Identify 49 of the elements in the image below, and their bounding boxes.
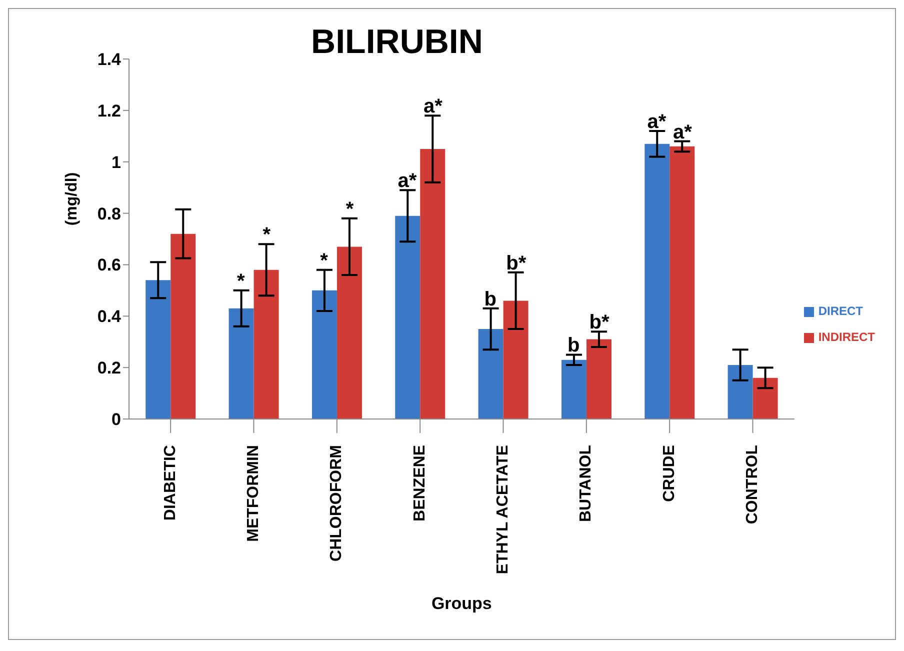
y-tick-label: 0.6: [97, 256, 121, 275]
y-tick-label: 1.2: [97, 101, 121, 120]
x-tick-label: CHLOROFORM: [328, 445, 346, 562]
annotation: *: [346, 198, 354, 220]
y-tick-label: 0.8: [97, 204, 121, 224]
annotation: a*: [398, 170, 417, 192]
x-tick-label: ETHYL ACETATE: [494, 444, 512, 574]
bar: [336, 246, 362, 419]
y-tick-label: 1.4: [97, 50, 122, 70]
bar: [478, 329, 504, 419]
annotation: a*: [672, 121, 692, 144]
bar: [395, 216, 420, 419]
annotation: b: [567, 334, 580, 357]
bar: [146, 280, 171, 419]
bar: [420, 149, 446, 419]
chart-title: BILIRUBIN: [311, 23, 483, 61]
annotation: *: [320, 250, 328, 272]
x-tick-label: CONTROL: [744, 444, 761, 524]
bar: [254, 270, 279, 419]
annotation: b*: [506, 252, 526, 274]
bar: [170, 234, 196, 419]
bar: [586, 339, 612, 419]
x-tick-label: BUTANOL: [578, 444, 595, 522]
y-tick-label: 1: [112, 152, 121, 172]
bar: [312, 290, 337, 419]
y-tick-label: 0.2: [97, 358, 121, 378]
bar: [561, 360, 586, 419]
x-tick-label: BENZENE: [411, 444, 428, 522]
x-tick-label: CRUDE: [660, 444, 678, 502]
annotation: *: [262, 224, 271, 246]
bar: [752, 378, 778, 419]
y-tick-label: 0: [112, 410, 121, 430]
legend-label: INDIRECT: [818, 330, 875, 344]
bar: [228, 308, 254, 419]
bar: [670, 146, 695, 419]
legend-label: DIRECT: [818, 304, 863, 318]
annotation: a*: [423, 96, 443, 118]
bar: [503, 300, 528, 419]
y-tick-label: 0.4: [97, 307, 122, 326]
x-tick-label: DIABETIC: [162, 444, 179, 521]
annotation: a*: [647, 111, 666, 133]
bar: [728, 365, 753, 419]
x-axis-title: Groups: [431, 594, 492, 613]
bar: [644, 144, 670, 419]
annotation: b*: [589, 312, 610, 334]
y-axis-title: (mg/dl): [64, 172, 81, 226]
x-tick-label: METFORMIN: [244, 445, 262, 542]
annotation: *: [236, 270, 245, 292]
annotation: b: [484, 288, 496, 310]
